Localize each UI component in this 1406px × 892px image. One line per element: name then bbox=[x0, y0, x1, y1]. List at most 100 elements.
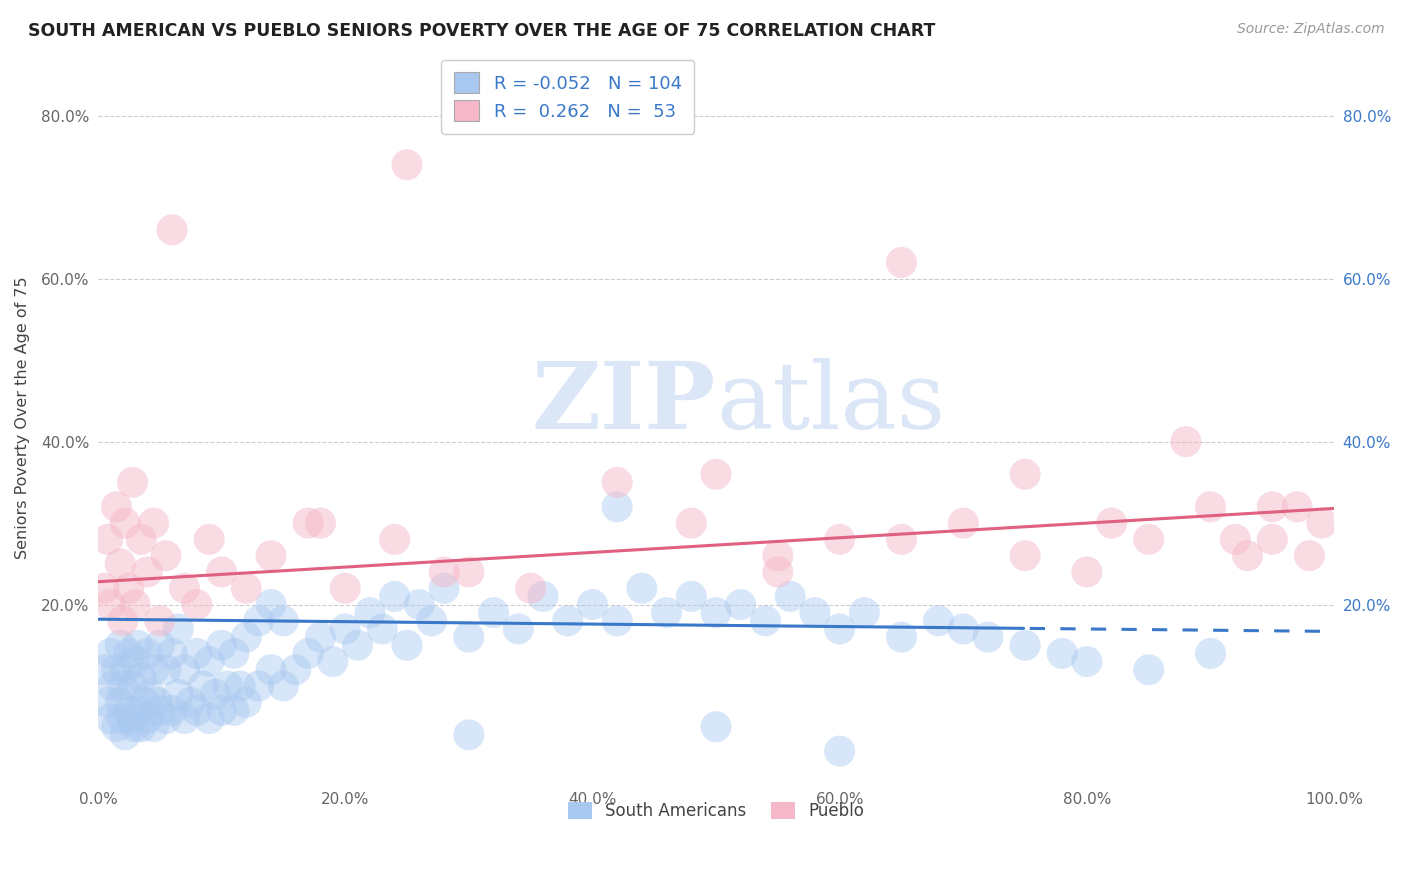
Point bbox=[155, 663, 177, 677]
Point bbox=[457, 630, 479, 644]
Point bbox=[118, 581, 141, 595]
Text: SOUTH AMERICAN VS PUEBLO SENIORS POVERTY OVER THE AGE OF 75 CORRELATION CHART: SOUTH AMERICAN VS PUEBLO SENIORS POVERTY… bbox=[28, 22, 935, 40]
Point bbox=[111, 614, 134, 628]
Point bbox=[853, 606, 876, 620]
Point bbox=[155, 549, 177, 563]
Point bbox=[828, 622, 851, 636]
Point bbox=[108, 638, 131, 652]
Point bbox=[1174, 434, 1197, 449]
Point bbox=[890, 255, 912, 269]
Point bbox=[98, 712, 121, 726]
Point bbox=[235, 630, 257, 644]
Point bbox=[211, 703, 233, 717]
Point bbox=[98, 598, 121, 612]
Point bbox=[1014, 638, 1036, 652]
Point bbox=[606, 500, 628, 514]
Point bbox=[118, 703, 141, 717]
Point bbox=[198, 712, 221, 726]
Point bbox=[247, 614, 270, 628]
Point bbox=[655, 606, 678, 620]
Point bbox=[828, 533, 851, 547]
Point bbox=[557, 614, 579, 628]
Point bbox=[129, 720, 152, 734]
Point bbox=[1225, 533, 1247, 547]
Point bbox=[97, 533, 120, 547]
Point bbox=[977, 630, 1000, 644]
Point bbox=[160, 647, 183, 661]
Point bbox=[395, 638, 418, 652]
Point bbox=[167, 622, 190, 636]
Point bbox=[1298, 549, 1320, 563]
Point bbox=[105, 663, 128, 677]
Point bbox=[173, 663, 195, 677]
Point bbox=[384, 533, 406, 547]
Point bbox=[101, 679, 124, 693]
Point bbox=[142, 516, 165, 530]
Point bbox=[384, 590, 406, 604]
Point bbox=[134, 695, 156, 709]
Point bbox=[114, 728, 136, 742]
Point bbox=[519, 581, 541, 595]
Point bbox=[335, 581, 357, 595]
Point bbox=[149, 703, 172, 717]
Point bbox=[142, 663, 165, 677]
Point bbox=[420, 614, 443, 628]
Point bbox=[124, 655, 146, 669]
Point bbox=[457, 565, 479, 579]
Point bbox=[260, 549, 283, 563]
Point bbox=[121, 679, 143, 693]
Point bbox=[260, 598, 283, 612]
Point bbox=[606, 475, 628, 490]
Point bbox=[167, 687, 190, 701]
Point bbox=[235, 695, 257, 709]
Point bbox=[309, 516, 332, 530]
Point bbox=[204, 687, 226, 701]
Point bbox=[247, 679, 270, 693]
Point bbox=[371, 622, 394, 636]
Point bbox=[111, 679, 134, 693]
Text: atlas: atlas bbox=[716, 358, 945, 448]
Point bbox=[136, 647, 159, 661]
Point bbox=[1137, 663, 1160, 677]
Point bbox=[142, 720, 165, 734]
Point bbox=[229, 679, 252, 693]
Point bbox=[1050, 647, 1073, 661]
Legend: South Americans, Pueblo: South Americans, Pueblo bbox=[561, 795, 870, 827]
Point bbox=[1014, 467, 1036, 482]
Point bbox=[105, 720, 128, 734]
Point bbox=[1261, 500, 1284, 514]
Point bbox=[98, 647, 121, 661]
Point bbox=[108, 695, 131, 709]
Point bbox=[149, 614, 172, 628]
Point bbox=[146, 695, 169, 709]
Point bbox=[395, 158, 418, 172]
Point bbox=[681, 590, 703, 604]
Point bbox=[180, 695, 202, 709]
Point bbox=[160, 223, 183, 237]
Point bbox=[704, 467, 727, 482]
Point bbox=[1137, 533, 1160, 547]
Point bbox=[105, 500, 128, 514]
Point bbox=[118, 647, 141, 661]
Point bbox=[173, 712, 195, 726]
Point bbox=[186, 647, 208, 661]
Point bbox=[93, 581, 115, 595]
Point bbox=[111, 712, 134, 726]
Point bbox=[155, 712, 177, 726]
Point bbox=[952, 622, 974, 636]
Point bbox=[1076, 565, 1098, 579]
Point bbox=[631, 581, 654, 595]
Point bbox=[754, 614, 776, 628]
Point bbox=[273, 614, 295, 628]
Point bbox=[235, 581, 257, 595]
Point bbox=[93, 663, 115, 677]
Point bbox=[730, 598, 752, 612]
Point bbox=[1261, 533, 1284, 547]
Point bbox=[433, 565, 456, 579]
Point bbox=[928, 614, 950, 628]
Point bbox=[779, 590, 801, 604]
Point bbox=[217, 679, 239, 693]
Point bbox=[681, 516, 703, 530]
Point bbox=[108, 557, 131, 571]
Point bbox=[127, 638, 149, 652]
